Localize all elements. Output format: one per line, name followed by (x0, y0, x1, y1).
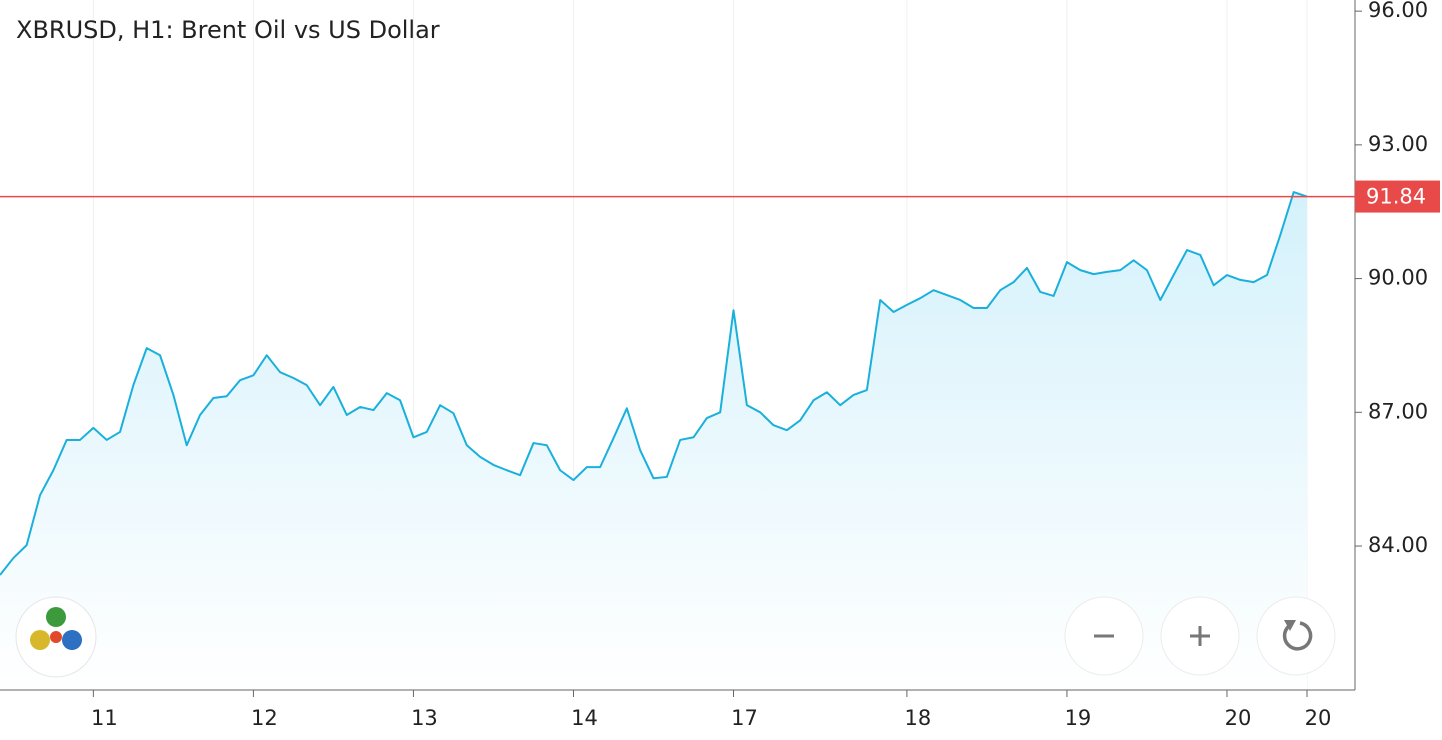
x-tick-label: 19 (1065, 706, 1092, 730)
area (0, 192, 1307, 691)
y-tick-label: 87.00 (1368, 399, 1428, 423)
chart-title: XBRUSD, H1: Brent Oil vs US Dollar (16, 16, 440, 44)
plot (0, 191, 1308, 691)
x-tick-label: 12 (251, 706, 278, 730)
x-tick-label: 17 (731, 706, 758, 730)
x-tick-label: 13 (411, 706, 438, 730)
x-tick-label: 20 (1305, 706, 1332, 730)
x-tick-label: 20 (1225, 706, 1252, 730)
zoom-out-button[interactable] (1064, 596, 1144, 676)
x-tick-label: 11 (91, 706, 118, 730)
zoom-in-button[interactable] (1160, 596, 1240, 676)
app-logo[interactable] (15, 596, 97, 678)
x-tick-label: 14 (571, 706, 598, 730)
current-price-badge (1355, 180, 1440, 213)
x-tick-label: 18 (905, 706, 932, 730)
y-tick-label: 90.00 (1368, 266, 1428, 290)
y-tick-label: 84.00 (1368, 533, 1428, 557)
price-line (0, 191, 1308, 576)
current-price-label: 91.84 (1366, 185, 1426, 209)
y-tick-label: 93.00 (1368, 132, 1428, 156)
reset-button[interactable] (1256, 596, 1336, 676)
y-tick-label: 96.00 (1368, 0, 1428, 22)
